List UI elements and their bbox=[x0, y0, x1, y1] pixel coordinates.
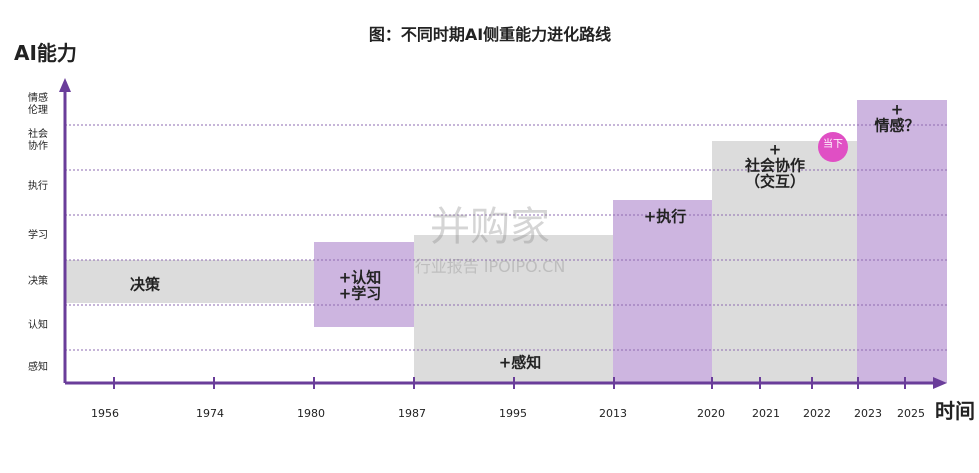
blocks bbox=[65, 100, 947, 383]
axes bbox=[59, 78, 947, 389]
label: 认知 bbox=[28, 318, 48, 331]
label: +执行 bbox=[644, 208, 687, 226]
x-arrow bbox=[933, 377, 947, 389]
year-label: 1987 bbox=[398, 407, 426, 420]
label: 决策 bbox=[28, 274, 48, 287]
year-label: 2020 bbox=[697, 407, 725, 420]
y-arrow bbox=[59, 78, 71, 92]
label-line: 执行 bbox=[28, 179, 48, 192]
label-line: + bbox=[769, 141, 782, 159]
block bbox=[314, 242, 414, 327]
year-label: 1956 bbox=[91, 407, 119, 420]
label-line: + bbox=[891, 101, 904, 119]
label-line: 认知 bbox=[28, 318, 48, 331]
watermark: 并购家 行业报告 IPOIPO.CN bbox=[415, 204, 566, 276]
year-label: 1995 bbox=[499, 407, 527, 420]
block bbox=[613, 200, 712, 383]
label-line: +认知 bbox=[339, 269, 382, 287]
label-line: +执行 bbox=[644, 208, 687, 226]
label-line: +感知 bbox=[499, 354, 542, 372]
year-label: 1974 bbox=[196, 407, 224, 420]
badge-label: 当下 bbox=[823, 137, 843, 150]
title: 图：不同时期AI侧重能力进化路线 bbox=[369, 25, 611, 44]
label-line: 决策 bbox=[130, 276, 161, 294]
label: 感知 bbox=[28, 360, 48, 373]
year-label: 1980 bbox=[297, 407, 325, 420]
label: 执行 bbox=[28, 179, 48, 192]
year-label: 2021 bbox=[752, 407, 780, 420]
label-line: 决策 bbox=[28, 274, 48, 287]
label-line: 协作 bbox=[28, 139, 48, 152]
watermark-sub: 行业报告 IPOIPO.CN bbox=[415, 257, 566, 276]
label: +认知+学习 bbox=[339, 269, 382, 303]
label-line: 学习 bbox=[28, 228, 48, 241]
label-line: 社会 bbox=[28, 127, 48, 140]
block bbox=[712, 141, 857, 383]
year-label: 2023 bbox=[854, 407, 882, 420]
label-line: （交互） bbox=[745, 173, 805, 191]
labels: 感知 认知 决策 学习 执行 社会协作 情感伦理 1956 1974 1980 1987 1995 20… bbox=[28, 91, 925, 420]
watermark-brand: 并购家 bbox=[430, 204, 550, 250]
year-label: 2013 bbox=[599, 407, 627, 420]
label-line: 伦理 bbox=[28, 103, 48, 116]
level-lines bbox=[65, 124, 947, 351]
year-label: 2025 bbox=[897, 407, 925, 420]
label-line: 情感？ bbox=[874, 117, 919, 135]
label: 学习 bbox=[28, 228, 48, 241]
label: 情感伦理 bbox=[28, 91, 48, 116]
x-axis-label: 时间 bbox=[935, 399, 975, 423]
year-label: 2022 bbox=[803, 407, 831, 420]
label: +情感？ bbox=[874, 101, 919, 135]
label-line: 情感 bbox=[28, 91, 48, 104]
block bbox=[65, 260, 314, 303]
label-line: 感知 bbox=[28, 360, 48, 373]
label-line: 社会协作 bbox=[744, 157, 805, 175]
label: +社会协作（交互） bbox=[744, 141, 805, 191]
label: 决策 bbox=[130, 276, 161, 294]
label: +感知 bbox=[499, 354, 542, 372]
y-axis-label: AI能力 bbox=[14, 41, 77, 65]
label-line: +学习 bbox=[339, 285, 382, 303]
block bbox=[857, 100, 947, 383]
badge bbox=[818, 132, 848, 162]
label: 社会协作 bbox=[28, 127, 48, 152]
